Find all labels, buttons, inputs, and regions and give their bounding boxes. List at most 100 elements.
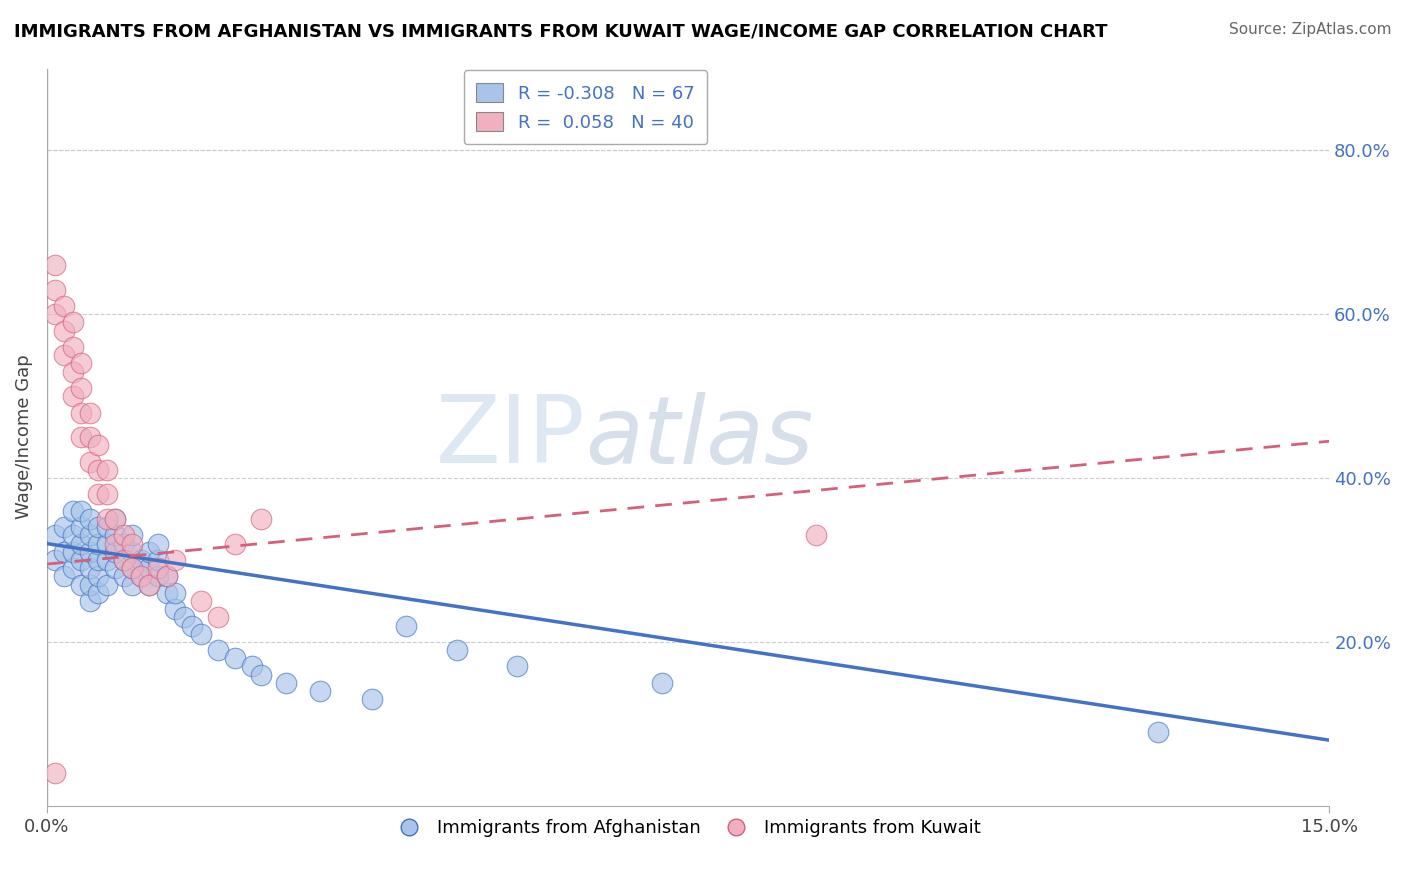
Point — [121, 536, 143, 550]
Point — [70, 577, 93, 591]
Point — [112, 528, 135, 542]
Point — [96, 536, 118, 550]
Point — [173, 610, 195, 624]
Point — [651, 676, 673, 690]
Point — [112, 569, 135, 583]
Point — [79, 545, 101, 559]
Point — [53, 348, 76, 362]
Point — [129, 553, 152, 567]
Point — [121, 561, 143, 575]
Point — [112, 536, 135, 550]
Point — [79, 430, 101, 444]
Point — [104, 512, 127, 526]
Point — [79, 577, 101, 591]
Point — [104, 561, 127, 575]
Point — [70, 405, 93, 419]
Point — [104, 512, 127, 526]
Point — [79, 528, 101, 542]
Point — [506, 659, 529, 673]
Text: IMMIGRANTS FROM AFGHANISTAN VS IMMIGRANTS FROM KUWAIT WAGE/INCOME GAP CORRELATIO: IMMIGRANTS FROM AFGHANISTAN VS IMMIGRANT… — [14, 22, 1108, 40]
Point — [62, 365, 84, 379]
Point — [62, 340, 84, 354]
Point — [96, 553, 118, 567]
Point — [240, 659, 263, 673]
Point — [155, 586, 177, 600]
Point — [121, 528, 143, 542]
Point — [104, 545, 127, 559]
Point — [360, 692, 382, 706]
Point — [79, 512, 101, 526]
Point — [104, 528, 127, 542]
Point — [146, 536, 169, 550]
Point — [62, 545, 84, 559]
Point — [44, 283, 66, 297]
Point — [138, 561, 160, 575]
Point — [96, 520, 118, 534]
Point — [806, 528, 828, 542]
Point — [112, 553, 135, 567]
Point — [87, 569, 110, 583]
Point — [104, 536, 127, 550]
Point — [121, 561, 143, 575]
Text: Source: ZipAtlas.com: Source: ZipAtlas.com — [1229, 22, 1392, 37]
Point — [79, 405, 101, 419]
Point — [70, 356, 93, 370]
Point — [44, 307, 66, 321]
Point — [249, 667, 271, 681]
Point — [190, 626, 212, 640]
Point — [62, 528, 84, 542]
Point — [87, 487, 110, 501]
Point — [446, 643, 468, 657]
Point — [276, 676, 298, 690]
Point — [96, 512, 118, 526]
Point — [207, 610, 229, 624]
Point — [121, 545, 143, 559]
Point — [309, 684, 332, 698]
Point — [146, 553, 169, 567]
Point — [79, 594, 101, 608]
Point — [70, 520, 93, 534]
Point — [146, 561, 169, 575]
Point — [79, 455, 101, 469]
Point — [138, 577, 160, 591]
Point — [138, 577, 160, 591]
Point — [165, 553, 187, 567]
Point — [44, 553, 66, 567]
Point — [165, 586, 187, 600]
Point — [70, 536, 93, 550]
Y-axis label: Wage/Income Gap: Wage/Income Gap — [15, 355, 32, 519]
Legend: Immigrants from Afghanistan, Immigrants from Kuwait: Immigrants from Afghanistan, Immigrants … — [388, 812, 988, 845]
Point — [87, 536, 110, 550]
Point — [96, 577, 118, 591]
Point — [44, 528, 66, 542]
Point — [96, 487, 118, 501]
Point — [112, 553, 135, 567]
Point — [53, 545, 76, 559]
Point — [138, 545, 160, 559]
Point — [87, 586, 110, 600]
Point — [190, 594, 212, 608]
Point — [155, 569, 177, 583]
Point — [62, 561, 84, 575]
Point — [146, 569, 169, 583]
Point — [70, 381, 93, 395]
Point — [70, 504, 93, 518]
Point — [87, 438, 110, 452]
Point — [70, 430, 93, 444]
Point — [87, 520, 110, 534]
Point — [249, 512, 271, 526]
Point — [96, 463, 118, 477]
Point — [129, 569, 152, 583]
Point — [79, 561, 101, 575]
Text: atlas: atlas — [585, 392, 814, 483]
Point — [165, 602, 187, 616]
Point — [129, 569, 152, 583]
Point — [70, 553, 93, 567]
Point — [53, 520, 76, 534]
Point — [62, 389, 84, 403]
Point — [155, 569, 177, 583]
Point — [44, 766, 66, 780]
Point — [62, 315, 84, 329]
Point — [181, 618, 204, 632]
Point — [53, 324, 76, 338]
